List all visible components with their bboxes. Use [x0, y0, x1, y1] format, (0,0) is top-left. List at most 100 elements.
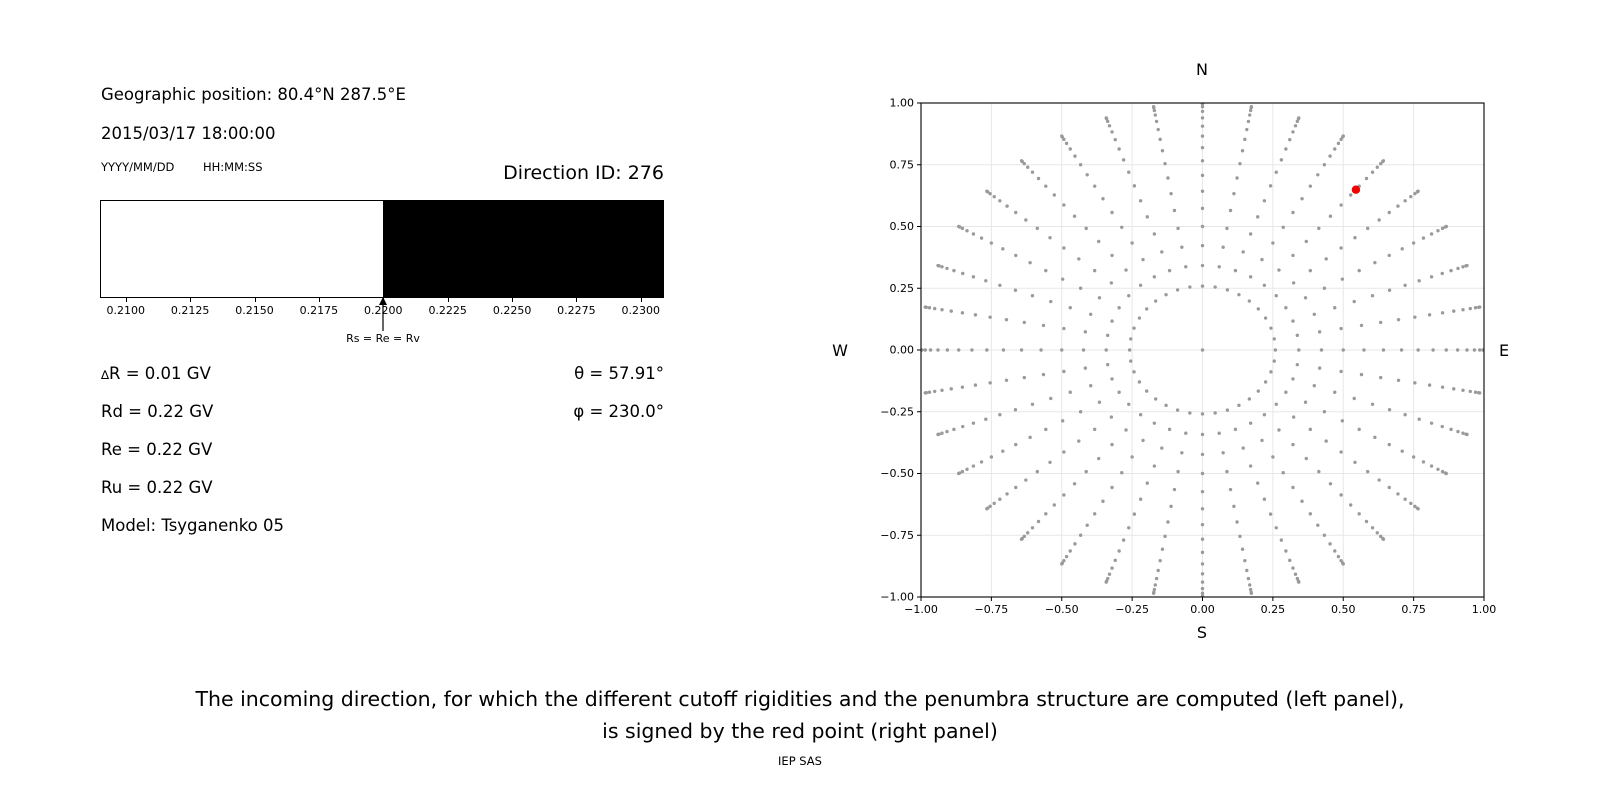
direction-id-text: Direction ID: 276 [503, 162, 664, 184]
grid-dot [928, 348, 933, 352]
grid-dot [1249, 105, 1254, 109]
grid-dot [1107, 124, 1112, 128]
grid-dot [1172, 208, 1177, 213]
grid-dot [1333, 390, 1337, 394]
grid-dot [1004, 378, 1009, 383]
penumbra-tick-label: 0.2275 [557, 304, 596, 317]
grid-dot [1044, 184, 1048, 188]
grid-dot [1247, 299, 1252, 303]
grid-dot [933, 306, 937, 311]
grid-dot [1291, 566, 1295, 570]
grid-dot [1200, 105, 1205, 109]
grid-dot [1167, 427, 1172, 432]
penumbra-tick-mark [512, 298, 514, 302]
penumbra-bar-chart [100, 200, 664, 298]
grid-dot [1062, 450, 1066, 454]
grid-dot [1124, 268, 1128, 272]
grid-dot [1120, 470, 1124, 475]
grid-dot [1303, 296, 1308, 300]
grid-dot [1105, 333, 1110, 338]
grid-dot [1022, 320, 1026, 325]
grid-dot [1156, 568, 1160, 573]
grid-dot [1416, 348, 1420, 352]
grid-dot [1431, 348, 1435, 352]
grid-dot [1328, 542, 1332, 546]
grid-dot [1237, 292, 1241, 297]
grid-dot [1200, 412, 1205, 416]
grid-dot [927, 390, 932, 394]
grid-dot [1138, 283, 1143, 287]
delta-r-value: ∆R = 0.01 GV [101, 364, 211, 384]
grid-dot [936, 348, 940, 352]
grid-dot [1004, 317, 1009, 322]
grid-dot [1387, 485, 1391, 490]
grid-dot [1248, 275, 1253, 279]
grid-dot [1403, 283, 1407, 287]
grid-dot [1263, 380, 1268, 384]
grid-dot [1456, 266, 1460, 271]
y-tick-label: 0.00 [890, 344, 915, 357]
grid-dot [1132, 512, 1137, 516]
grid-dot [1245, 127, 1249, 132]
grid-dot [1232, 191, 1236, 196]
grid-dot [1141, 257, 1145, 262]
grid-dot [1291, 319, 1295, 323]
grid-dot [1336, 554, 1341, 559]
grid-dot [1288, 137, 1292, 142]
grid-dot [1049, 396, 1053, 401]
grid-dot [1312, 384, 1316, 388]
plot-frame [920, 102, 1485, 598]
grid-dot [957, 224, 961, 229]
grid-dot [1322, 533, 1327, 537]
grid-dot [1129, 337, 1133, 341]
grid-dot [1473, 390, 1478, 394]
grid-dot [1357, 512, 1361, 516]
x-tick-label: −0.25 [1115, 603, 1149, 616]
grid-dot [1403, 413, 1407, 417]
grid-dot [1200, 507, 1205, 511]
grid-dot [1277, 428, 1281, 432]
grid-dot [1436, 229, 1440, 233]
y-tick-label: −1.00 [880, 591, 914, 604]
grid-dot [1336, 141, 1341, 146]
grid-dot [1028, 260, 1032, 265]
model-text: Model: Tsyganenko 05 [101, 516, 285, 535]
grid-dot [1468, 306, 1472, 311]
grid-dot [989, 241, 994, 245]
grid-dot [1078, 533, 1083, 537]
grid-dot [1328, 482, 1333, 486]
grid-dot [1291, 485, 1295, 490]
grid-dot [985, 189, 989, 193]
grid-dot [1048, 460, 1052, 464]
grid-dot [1365, 469, 1370, 474]
grid-dot [1169, 504, 1173, 509]
grid-dot [1256, 389, 1261, 393]
grid-dot [1456, 429, 1460, 434]
grid-dot [936, 432, 940, 437]
grid-dot [1180, 451, 1184, 455]
grid-dot [1092, 184, 1097, 188]
grid-dot [1200, 452, 1205, 457]
grid-dot [1022, 534, 1026, 539]
grid-dot [1461, 308, 1465, 312]
grid-dot [1333, 306, 1337, 310]
grid-dot [988, 381, 992, 385]
grid-dot [1200, 489, 1205, 494]
grid-dot [961, 424, 965, 429]
grid-dot [1200, 580, 1205, 584]
grid-dot [1340, 277, 1345, 281]
grid-dot [1144, 389, 1149, 393]
grid-dot [1176, 469, 1180, 474]
grid-dot [1127, 402, 1131, 406]
grid-dot [1256, 307, 1261, 311]
grid-dot [1213, 285, 1217, 289]
x-tick-label: 0.50 [1331, 603, 1356, 616]
grid-dot [1144, 307, 1149, 311]
grid-dot [1400, 247, 1404, 251]
grid-dot [1200, 224, 1205, 229]
grid-dot [1077, 257, 1081, 261]
grid-dot [985, 507, 989, 511]
grid-dot [1225, 288, 1230, 292]
grid-dot [1379, 375, 1383, 380]
grid-dot [1381, 537, 1386, 541]
